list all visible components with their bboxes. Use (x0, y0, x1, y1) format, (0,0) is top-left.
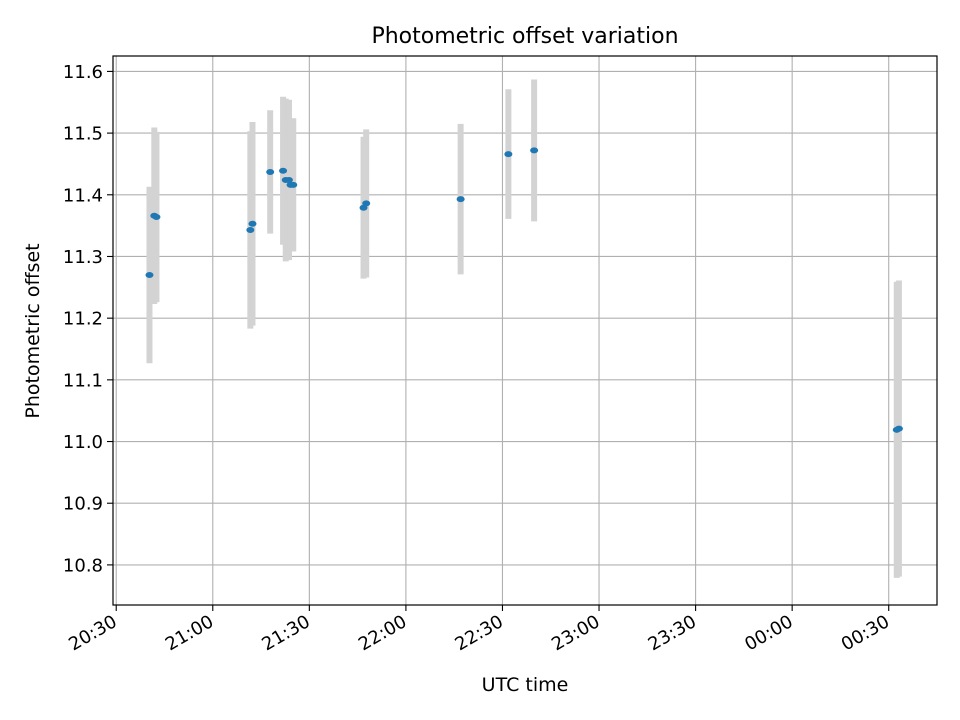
y-axis-ticks: 10.8 10.9 11.0 11.1 11.2 11.3 11.4 11.5 11.6 (63, 62, 113, 576)
y-tick-label: 10.8 (63, 555, 103, 576)
data-point (456, 196, 465, 203)
y-tick-label: 11.6 (63, 62, 103, 83)
y-tick-label: 11.5 (63, 124, 103, 145)
data-point (246, 226, 255, 233)
y-tick-label: 10.9 (63, 494, 103, 515)
y-tick-label: 11.3 (63, 247, 103, 268)
data-point (266, 168, 275, 175)
y-tick-label: 11.1 (63, 370, 103, 391)
data-point (152, 213, 161, 220)
data-point (284, 176, 293, 183)
x-axis-label: UTC time (482, 674, 569, 696)
chart-title: Photometric offset variation (371, 24, 678, 49)
y-tick-label: 11.2 (63, 309, 103, 330)
data-point (248, 220, 257, 227)
data-point (289, 181, 298, 188)
data-point (279, 167, 288, 174)
plot-frame (112, 55, 938, 606)
y-tick-label: 11.4 (63, 185, 103, 206)
grid (113, 56, 937, 605)
data-point (530, 147, 539, 154)
y-tick-label: 11.0 (63, 432, 103, 453)
data-points (145, 147, 903, 433)
data-point (362, 200, 371, 207)
data-point (894, 425, 903, 432)
data-point (145, 271, 154, 278)
data-point (504, 151, 513, 158)
y-axis-label: Photometric offset (22, 243, 44, 418)
